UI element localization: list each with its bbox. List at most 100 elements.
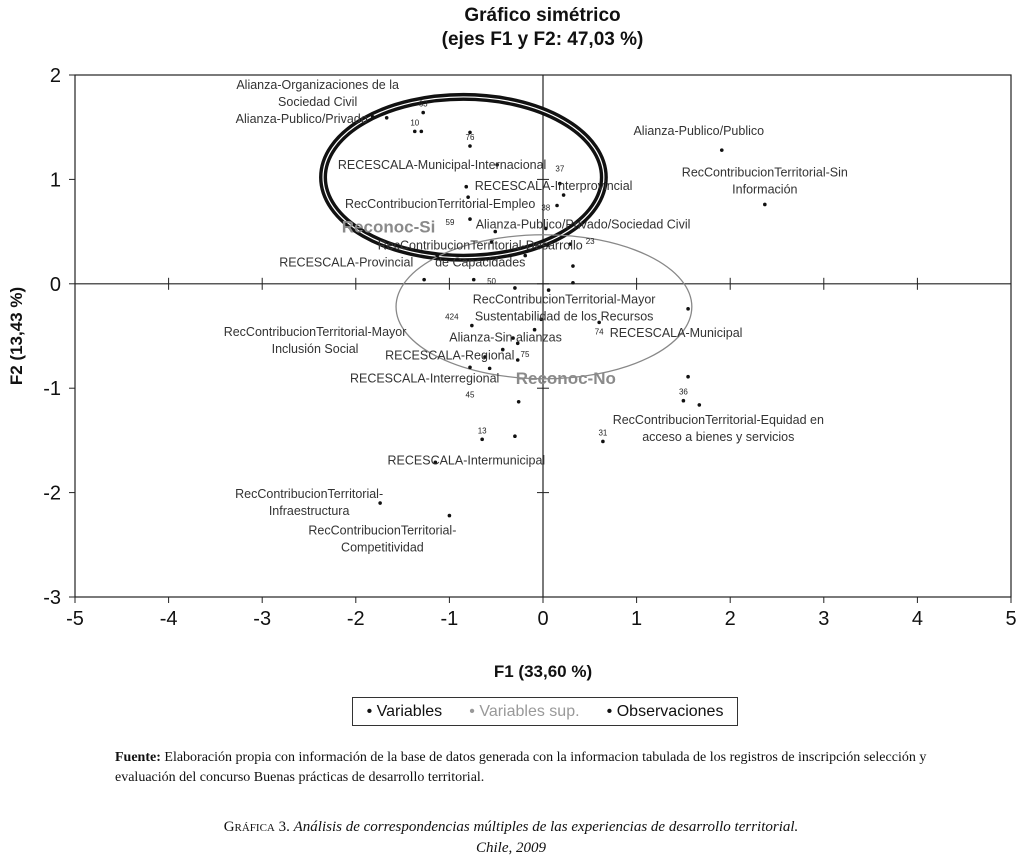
legend-item-variables: • Variables [366, 702, 443, 720]
variable-label: Sustentabilidad de los Recursos [475, 309, 654, 323]
variable-point [555, 203, 559, 208]
variable-label: RecContribucionTerritorial- [308, 524, 456, 538]
variable-label: Alianza-Publico/Privado [236, 112, 368, 126]
observation-point [681, 398, 686, 403]
x-tick-label: -1 [441, 608, 459, 630]
source-text: Elaboración propia con información de la… [115, 750, 927, 785]
x-tick-label: -2 [347, 608, 365, 630]
observation-point [515, 341, 520, 346]
observation-label: 74 [595, 327, 604, 336]
variable-point [719, 148, 724, 152]
y-tick-label: -3 [43, 587, 61, 609]
observation-point [489, 240, 494, 244]
observation-point [571, 264, 575, 268]
observation-point [513, 286, 517, 290]
group-ellipse [395, 234, 693, 380]
variable-point [763, 202, 767, 207]
legend-item-variables-sup: • Variables sup. [469, 702, 580, 720]
variable-point [697, 403, 702, 407]
observation-point [571, 280, 575, 285]
variable-label: RecContribucionTerritorial-Desarrollo [378, 239, 583, 253]
chart-title-block: Gráfico simétrico (ejes F1 y F2: 47,03 %… [0, 4, 1022, 52]
x-axis-label: F1 (33,60 %) [494, 662, 592, 681]
x-tick-label: -4 [160, 608, 178, 630]
variable-label: RECESCALA-Regional [385, 349, 514, 363]
figure-caption: Gráfica 3. Análisis de correspondencias … [0, 817, 1022, 859]
observation-point [470, 323, 474, 328]
source-label: Fuente: [115, 750, 161, 765]
observation-label: 38 [541, 203, 550, 212]
variable-point [511, 336, 515, 340]
chart-subtitle: (ejes F1 y F2: 47,03 %) [441, 29, 644, 50]
variable-label: Sociedad Civil [278, 95, 357, 109]
variable-point [447, 513, 452, 518]
x-tick-label: 1 [631, 608, 642, 630]
variable-point [466, 195, 470, 199]
y-axis-label: F2 (13,43 %) [7, 287, 26, 385]
observation-label: 75 [521, 350, 530, 359]
observation-point [513, 434, 517, 439]
supplementary-label: Reconoc-No [516, 369, 616, 388]
observation-point [523, 253, 528, 258]
observation-point [422, 277, 426, 282]
y-tick-label: -1 [43, 378, 61, 400]
variable-label: RECESCALA-Intermunicipal [388, 453, 546, 467]
variable-point [561, 193, 566, 197]
observation-point [468, 365, 472, 370]
variable-label: Alianza-Organizaciones de la [236, 78, 399, 92]
observation-label: 31 [598, 428, 607, 437]
highlight-ellipse-inner-line [322, 96, 605, 259]
caption-title: Análisis de correspondencias múltiples d… [293, 819, 799, 835]
y-tick-label: 1 [50, 169, 61, 191]
variable-point [435, 253, 440, 258]
variable-label: RECESCALA-Provincial [279, 256, 413, 270]
supplementary-label: Reconoc-Si [342, 217, 436, 236]
variable-label: RECESCALA-Interprovincial [475, 179, 633, 193]
observation-point [471, 277, 476, 282]
variable-label: Infraestructura [269, 504, 350, 518]
variable-label: Alianza-Publico/Publico [633, 124, 764, 138]
observation-point [545, 243, 550, 247]
x-tick-label: 4 [912, 608, 923, 630]
x-tick-label: 3 [818, 608, 829, 630]
variable-label: RecContribucionTerritorial-Sin [682, 165, 848, 179]
observation-label: 36 [679, 388, 688, 397]
variable-point [370, 114, 375, 119]
x-tick-label: 0 [537, 608, 548, 630]
variable-label: RecContribucionTerritorial-Mayor [473, 292, 656, 306]
observation-point [419, 129, 424, 134]
observation-label: 424 [445, 313, 459, 322]
observation-label: 50 [487, 277, 496, 286]
chart-title: Gráfico simétrico [464, 5, 621, 26]
observation-point [597, 320, 601, 325]
observation-point [515, 358, 520, 362]
caption-label: Gráfica 3. [223, 819, 290, 835]
observation-point [468, 130, 472, 135]
variable-point [433, 460, 438, 465]
observation-label: 13 [478, 426, 487, 435]
x-tick-label: -3 [253, 608, 271, 630]
variable-label: RecContribucionTerritorial-Empleo [345, 197, 535, 211]
variable-label: Alianza-Publico/Privado/Sociedad Civil [476, 218, 691, 232]
variable-label: Alianza-Sin alianzas [449, 331, 562, 345]
variable-label: RecContribucionTerritorial-Mayor [224, 325, 407, 339]
y-tick-label: 0 [50, 274, 61, 296]
observation-label: 76 [466, 133, 475, 142]
observation-label: 37 [555, 165, 564, 174]
observation-point [412, 129, 417, 134]
variable-label: Competitividad [341, 541, 424, 555]
variable-point [378, 501, 382, 505]
legend: • Variables • Variables sup. • Observaci… [352, 697, 738, 726]
observation-point [421, 110, 425, 115]
variable-label: RecContribucionTerritorial-Equidad en [613, 413, 824, 427]
observation-point [516, 399, 521, 404]
observation-label: 10 [410, 118, 419, 127]
source-note: Fuente: Elaboración propia con informaci… [115, 748, 955, 788]
x-tick-label: 5 [1005, 608, 1016, 630]
variable-label: RECESCALA-Municipal [610, 326, 743, 340]
variable-point [686, 307, 690, 311]
variable-point [487, 366, 492, 371]
observation-point [468, 144, 472, 148]
